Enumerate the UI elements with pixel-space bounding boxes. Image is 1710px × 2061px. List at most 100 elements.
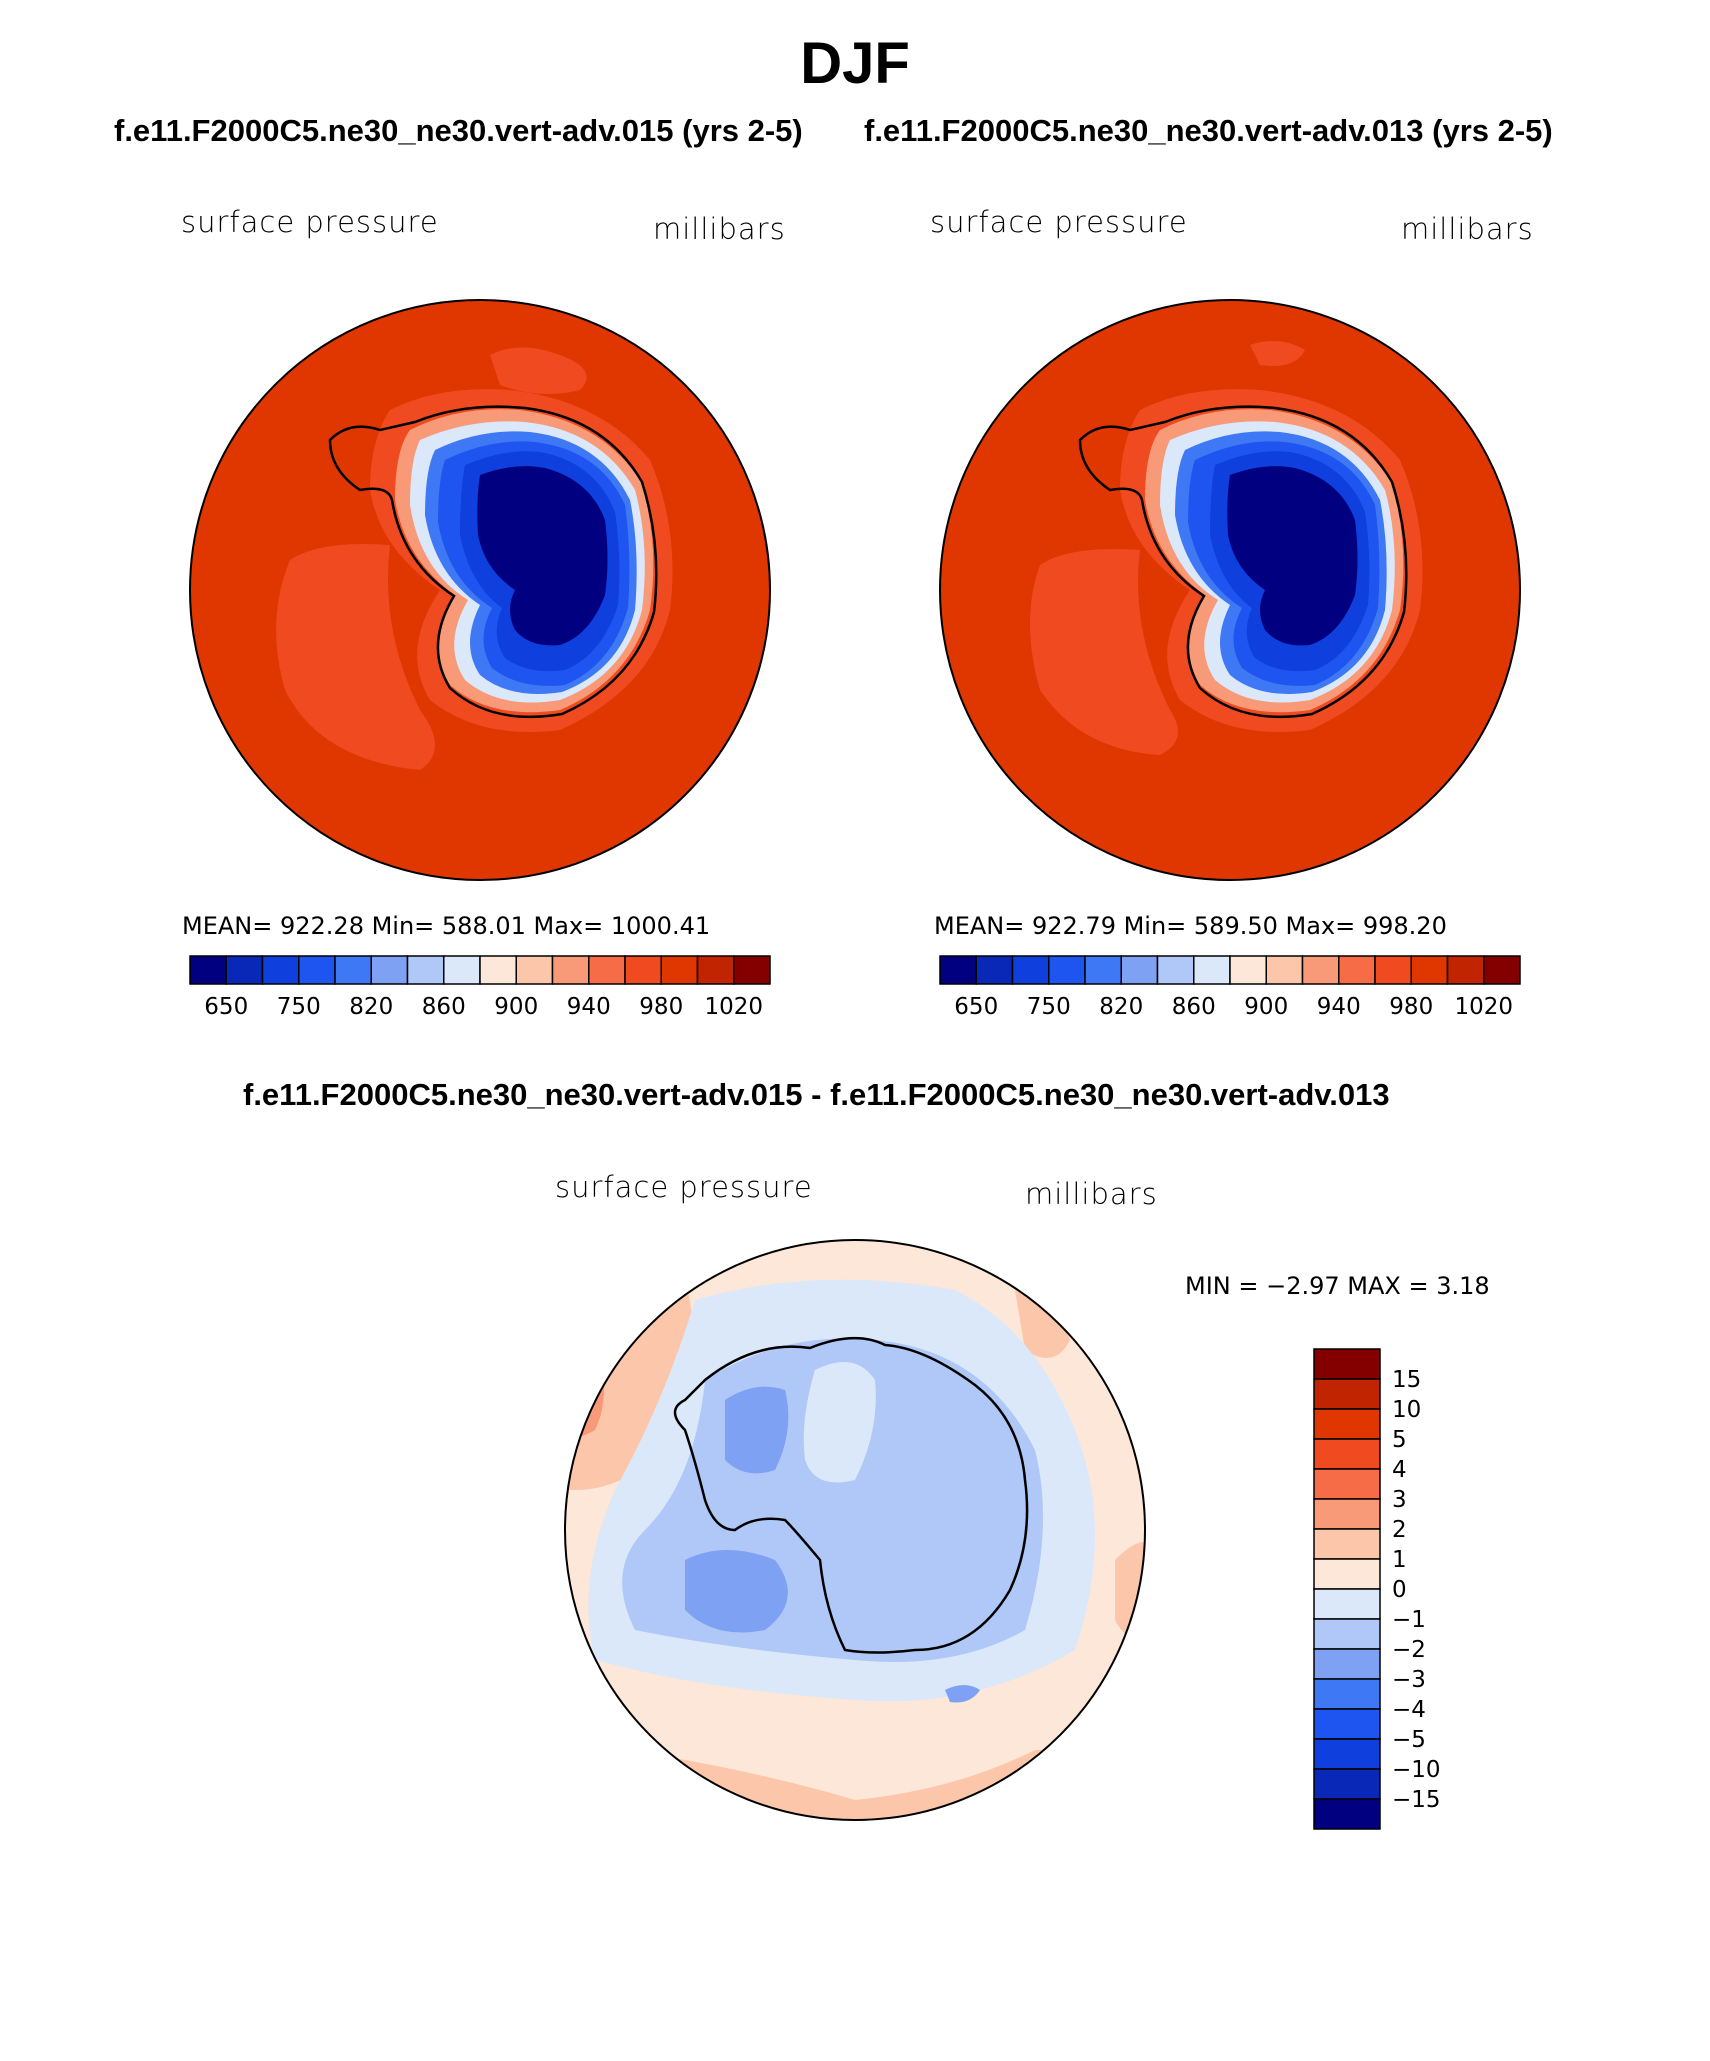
colorbar-tick-label: 4 <box>1392 1457 1407 1483</box>
colorbar-tick-label: −1 <box>1392 1607 1426 1633</box>
left-case-title: f.e11.F2000C5.ne30_ne30.vert-adv.015 (yr… <box>114 113 803 148</box>
diff-contour-negative-3 <box>725 1386 789 1474</box>
colorbar-swatch <box>1313 1348 1381 1380</box>
colorbar-swatch <box>370 955 409 985</box>
colorbar-swatch <box>1313 1678 1381 1710</box>
colorbar-tick-label: 650 <box>204 994 248 1020</box>
colorbar-swatch <box>1313 1798 1381 1830</box>
diff-contour-positive-3 <box>565 1350 604 1438</box>
left-variable-label: surface pressure <box>181 205 439 239</box>
colorbar-swatch <box>660 955 699 985</box>
colorbar-swatch <box>551 955 590 985</box>
colorbar-swatch <box>1313 1408 1381 1440</box>
colorbar-swatch <box>975 955 1014 985</box>
antarctica-coastline <box>1078 405 1408 719</box>
colorbar-swatch <box>1313 1618 1381 1650</box>
colorbar-swatch <box>624 955 662 985</box>
colorbar-swatch <box>1265 955 1304 985</box>
colorbar-swatch <box>1313 1438 1381 1470</box>
right-colorbar: 650 750 820 860 900 940 980 1020 <box>939 955 1521 1020</box>
left-units-label: millibars <box>653 212 786 246</box>
colorbar-tick-label: 900 <box>1244 994 1288 1020</box>
colorbar-swatch <box>1313 1528 1381 1560</box>
colorbar-tick-label: 0 <box>1392 1577 1407 1603</box>
colorbar-tick-label: 15 <box>1392 1367 1421 1393</box>
colorbar-tick-label: 2 <box>1392 1517 1407 1543</box>
diff-variable-label: surface pressure <box>555 1170 813 1204</box>
colorbar-swatch <box>1313 1558 1381 1590</box>
colorbar-swatch <box>696 955 735 985</box>
colorbar-swatch <box>298 955 336 985</box>
colorbar-tick-label: 10 <box>1392 1397 1421 1423</box>
antarctica-coastline <box>673 1336 1029 1654</box>
colorbar-tick-label: 980 <box>639 994 683 1020</box>
colorbar-tick-label: 940 <box>1317 994 1361 1020</box>
colorbar-tick-label: 1 <box>1392 1547 1407 1573</box>
diff-units-label: millibars <box>1025 1177 1158 1211</box>
left-map <box>189 299 771 881</box>
colorbar-swatch <box>1193 955 1231 985</box>
colorbar-tick-label: 820 <box>349 994 393 1020</box>
right-case-title: f.e11.F2000C5.ne30_ne30.vert-adv.013 (yr… <box>864 113 1553 148</box>
colorbar-swatch <box>1229 955 1267 985</box>
colorbar-tick-label: 5 <box>1392 1427 1407 1453</box>
colorbar-swatch <box>1313 1588 1381 1620</box>
colorbar-tick-label: 3 <box>1392 1487 1407 1513</box>
colorbar-swatch <box>479 955 517 985</box>
antarctica-coastline <box>328 405 658 719</box>
right-units-label: millibars <box>1401 212 1534 246</box>
diff-contour-negative-1 <box>803 1362 876 1483</box>
colorbar-swatch <box>1313 1648 1381 1680</box>
colorbar-swatch <box>1313 1498 1381 1530</box>
colorbar-swatch <box>588 955 626 985</box>
colorbar-tick-label: 860 <box>422 994 466 1020</box>
pressure-contour-980 <box>490 347 587 394</box>
colorbar-swatch <box>1410 955 1449 985</box>
colorbar-swatch <box>1301 955 1340 985</box>
colorbar-tick-label: −3 <box>1392 1667 1426 1693</box>
colorbar-swatch <box>1011 955 1050 985</box>
colorbar-swatch <box>1156 955 1195 985</box>
difference-map <box>564 1239 1146 1821</box>
colorbar-swatch <box>1084 955 1122 985</box>
colorbar-swatch <box>1374 955 1412 985</box>
colorbar-tick-label: −2 <box>1392 1637 1426 1663</box>
colorbar-tick-label: 1020 <box>1454 994 1513 1020</box>
colorbar-tick-label: −10 <box>1392 1757 1441 1783</box>
colorbar-tick-label: 650 <box>954 994 998 1020</box>
colorbar-swatch <box>1483 955 1521 985</box>
colorbar-tick-label: 750 <box>1027 994 1071 1020</box>
colorbar-swatch <box>1313 1738 1381 1770</box>
colorbar-swatch <box>1313 1768 1381 1800</box>
pressure-contour-650 <box>1227 466 1358 646</box>
diff-contour-negative-3 <box>685 1550 788 1633</box>
colorbar-swatch <box>939 955 977 985</box>
right-map <box>939 299 1521 881</box>
pressure-contour-980 <box>276 544 435 770</box>
colorbar-swatch <box>406 955 445 985</box>
diff-minmax: MIN = −2.97 MAX = 3.18 <box>1185 1272 1490 1300</box>
colorbar-tick-label: −15 <box>1392 1787 1441 1813</box>
colorbar-tick-label: 1020 <box>704 994 763 1020</box>
colorbar-tick-label: 860 <box>1172 994 1216 1020</box>
left-colorbar: 650 750 820 860 900 940 980 1020 <box>189 955 771 1020</box>
colorbar-swatch <box>1313 1708 1381 1740</box>
colorbar-tick-label: 750 <box>277 994 321 1020</box>
colorbar-swatch <box>1120 955 1159 985</box>
colorbar-swatch <box>1446 955 1485 985</box>
diff-contour-negative-3 <box>945 1685 980 1703</box>
colorbar-swatch <box>443 955 481 985</box>
colorbar-swatch <box>261 955 300 985</box>
colorbar-swatch <box>225 955 264 985</box>
colorbar-tick-label: 900 <box>494 994 538 1020</box>
pressure-contour-980 <box>1250 341 1305 366</box>
page-title: DJF <box>800 31 910 96</box>
pressure-contour-650 <box>477 466 608 646</box>
colorbar-tick-label: 980 <box>1389 994 1433 1020</box>
left-stats: MEAN= 922.28 Min= 588.01 Max= 1000.41 <box>182 912 711 940</box>
colorbar-swatch <box>1313 1378 1381 1410</box>
colorbar-tick-label: −4 <box>1392 1697 1426 1723</box>
difference-title: f.e11.F2000C5.ne30_ne30.vert-adv.015 - f… <box>243 1077 1390 1112</box>
pressure-contour-980 <box>1030 549 1178 755</box>
